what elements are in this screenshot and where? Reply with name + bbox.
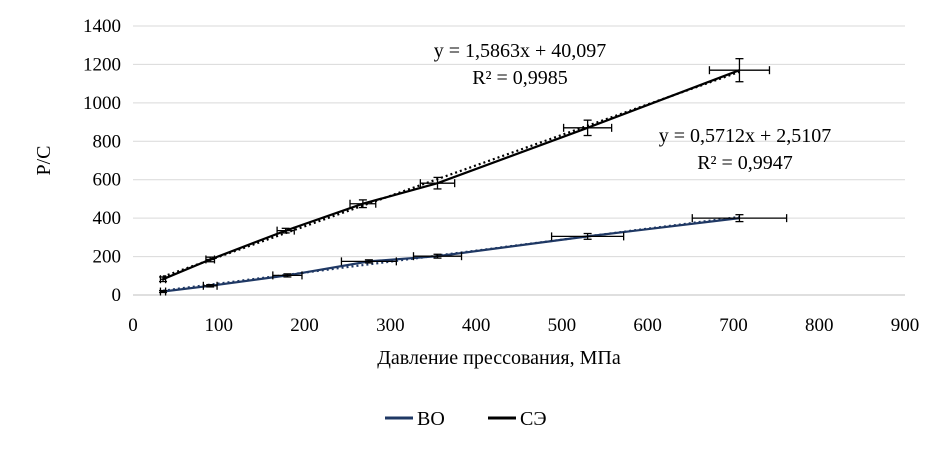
x-axis-title: Давление прессования, МПа bbox=[377, 347, 621, 369]
error-bar bbox=[691, 214, 788, 223]
x-tick-label: 700 bbox=[719, 315, 748, 336]
x-tick-label: 200 bbox=[290, 315, 319, 336]
y-tick-label: 1400 bbox=[83, 16, 121, 37]
error-bar bbox=[419, 176, 456, 190]
y-tick-label: 600 bbox=[93, 170, 122, 191]
grid bbox=[133, 25, 905, 258]
error-bar bbox=[205, 255, 216, 264]
x-tick-label: 0 bbox=[128, 315, 138, 336]
error-bar bbox=[340, 257, 397, 266]
y-tick-label: 800 bbox=[93, 131, 122, 152]
annotation-se-equation: y = 1,5863x + 40,097 bbox=[434, 40, 607, 62]
error-bar bbox=[349, 199, 377, 209]
error-bar bbox=[562, 119, 613, 137]
error-bar bbox=[272, 271, 303, 280]
y-tick-label: 1200 bbox=[83, 54, 121, 75]
legend-label-vo: ВО bbox=[417, 408, 445, 430]
annotation-se-r2: R² = 0,9985 bbox=[472, 67, 568, 89]
y-tick-label: 200 bbox=[93, 247, 122, 268]
x-tick-label: 300 bbox=[376, 315, 405, 336]
x-tick-label: 100 bbox=[205, 315, 234, 336]
error-bar bbox=[550, 232, 625, 241]
error-bar bbox=[412, 252, 463, 261]
y-axis-title: P/C bbox=[33, 145, 55, 175]
series-se bbox=[159, 58, 771, 284]
axes: 0 200 400 600 800 1000 1200 1400 0 100 200 300 400 50… bbox=[83, 16, 919, 336]
legend: ВО СЭ bbox=[385, 408, 547, 430]
error-bar bbox=[159, 275, 168, 284]
y-tick-label: 1000 bbox=[83, 93, 121, 114]
series-line bbox=[162, 217, 740, 293]
x-tick-label: 400 bbox=[462, 315, 491, 336]
annotation-vo-equation: y = 0,5712x + 2,5107 bbox=[659, 125, 832, 147]
error-bar bbox=[708, 58, 771, 83]
series-layer bbox=[159, 58, 788, 296]
x-tick-label: 600 bbox=[633, 315, 662, 336]
series-vo bbox=[159, 214, 788, 296]
legend-label-se: СЭ bbox=[520, 408, 547, 430]
error-bar bbox=[276, 226, 295, 235]
y-tick-label: 400 bbox=[93, 208, 122, 229]
x-tick-label: 500 bbox=[548, 315, 577, 336]
x-tick-label: 900 bbox=[891, 315, 920, 336]
x-tick-label: 800 bbox=[805, 315, 834, 336]
annotation-vo-r2: R² = 0,9947 bbox=[697, 152, 793, 174]
y-tick-label: 0 bbox=[112, 285, 122, 306]
error-bar bbox=[202, 281, 218, 290]
trendline bbox=[162, 70, 740, 278]
error-bar bbox=[159, 287, 168, 296]
